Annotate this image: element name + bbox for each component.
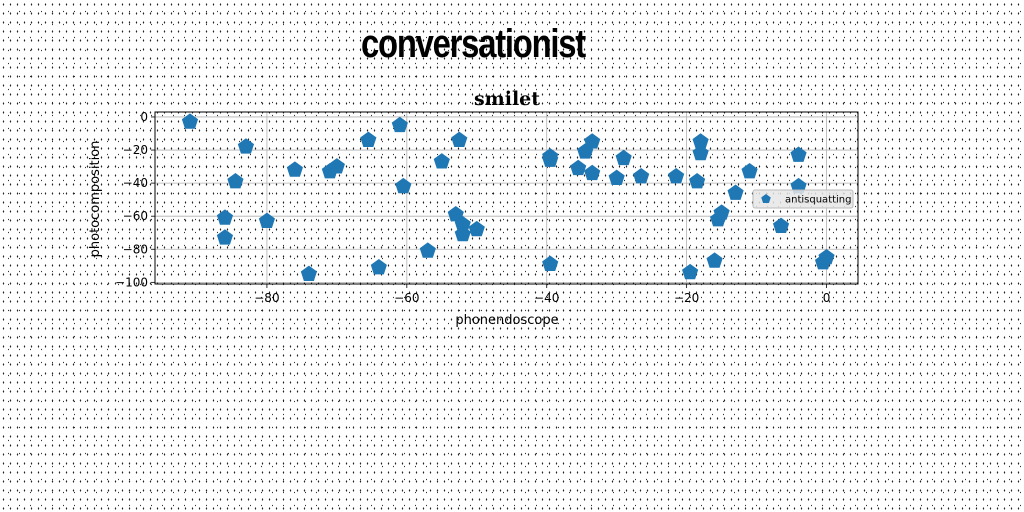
data-point: [668, 168, 685, 184]
data-point: [286, 161, 303, 177]
data-point: [419, 242, 436, 258]
x-tick-label: −80: [254, 291, 279, 305]
data-point: [570, 159, 587, 176]
legend-box: [752, 189, 854, 209]
data-point: [689, 172, 706, 189]
y-tick-label: −100: [115, 275, 148, 289]
data-point: [682, 263, 699, 280]
data-point: [447, 206, 464, 222]
banner-title: conversationist: [361, 22, 586, 66]
data-point: [608, 169, 625, 186]
y-tick-label: −20: [123, 143, 148, 157]
data-point: [790, 146, 807, 162]
data-point: [360, 131, 377, 147]
data-point: [790, 177, 807, 194]
data-point: [227, 172, 244, 189]
data-point: [391, 116, 408, 133]
data-point: [772, 217, 790, 233]
grid-layer: [155, 112, 858, 284]
data-point: [542, 255, 559, 272]
y-tick-label: 0: [140, 110, 148, 124]
data-point: [451, 131, 468, 147]
chart-title: smilet: [474, 88, 540, 110]
legend-marker: [761, 194, 771, 204]
data-point: [584, 164, 601, 181]
x-tick-label: −60: [394, 291, 419, 305]
x-tick-label: −20: [674, 291, 699, 305]
data-point: [454, 225, 471, 242]
plot-frame: [154, 111, 859, 285]
y-tick-label: −80: [123, 242, 148, 256]
data-point: [181, 113, 199, 129]
x-tick-label: −40: [534, 291, 559, 305]
data-point: [542, 151, 559, 167]
ticks-layer: −80 −60 −40 −20 0 0 −20 −40 −60 −80 −100: [115, 110, 830, 305]
data-point: [328, 158, 345, 174]
data-point: [713, 204, 730, 220]
data-point: [370, 258, 387, 275]
data-point: [584, 133, 601, 149]
y-axis-label: photocomposition: [88, 141, 103, 258]
data-point: [727, 184, 744, 200]
points-layer: [181, 113, 835, 281]
data-point: [395, 177, 412, 194]
data-point: [216, 229, 234, 245]
data-point: [818, 249, 835, 265]
data-point: [216, 209, 234, 225]
x-axis-label: phonendoscope: [455, 313, 558, 328]
data-point: [468, 220, 485, 237]
data-point: [741, 163, 758, 179]
y-tick-label: −40: [123, 176, 148, 190]
y-tick-label: −60: [123, 209, 148, 223]
data-point: [692, 144, 709, 161]
data-point: [237, 138, 255, 154]
data-point: [615, 149, 632, 166]
data-point: [706, 252, 723, 268]
data-point: [454, 215, 471, 232]
data-point: [300, 265, 317, 281]
legend: antisquatting: [752, 189, 854, 209]
data-point: [433, 153, 450, 169]
x-tick-label: 0: [823, 291, 831, 305]
legend-label: antisquatting: [785, 195, 852, 206]
data-point: [258, 212, 275, 229]
data-point: [692, 133, 709, 149]
data-point: [633, 168, 650, 184]
